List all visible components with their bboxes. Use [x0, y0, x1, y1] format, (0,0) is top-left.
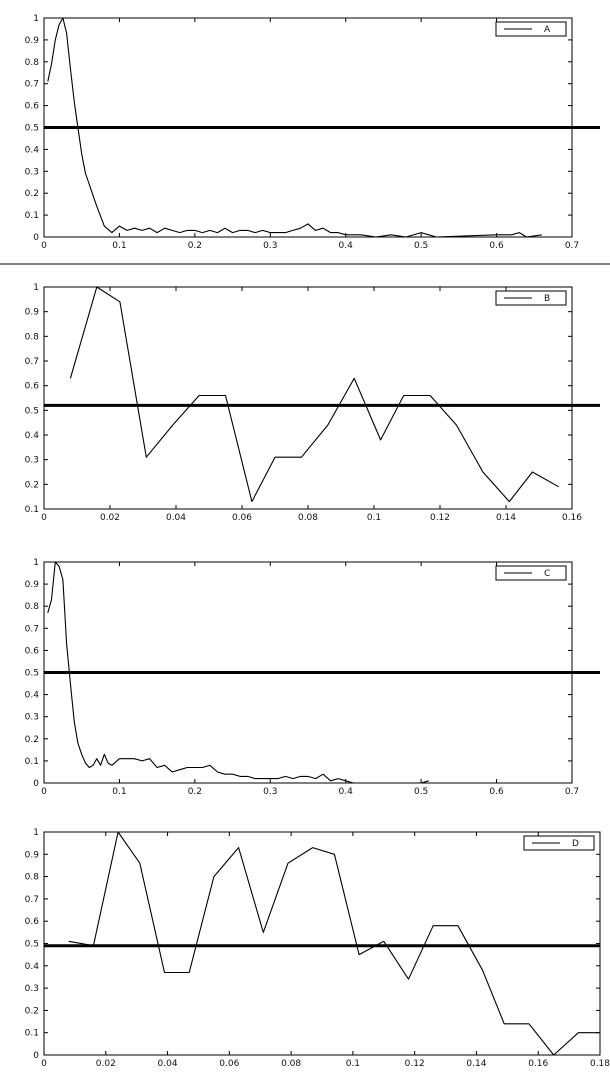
x-tick-label: 0.16 — [528, 1059, 548, 1069]
legend-label: C — [544, 569, 550, 579]
x-tick-label: 0 — [41, 787, 47, 797]
x-tick-label: 0.04 — [166, 513, 186, 523]
x-tick-label: 0.1 — [112, 787, 126, 797]
x-tick-label: 0 — [41, 241, 47, 251]
y-tick-label: 0.8 — [25, 873, 40, 883]
y-tick-label: 0 — [33, 1051, 39, 1061]
legend-label: A — [544, 25, 551, 35]
y-tick-label: 0 — [33, 779, 39, 789]
x-tick-label: 0.04 — [158, 1059, 178, 1069]
y-tick-label: 0.1 — [25, 505, 39, 515]
y-tick-label: 0.6 — [25, 646, 40, 656]
y-tick-label: 0.6 — [25, 382, 40, 392]
y-tick-label: 0.6 — [25, 102, 40, 112]
y-tick-label: 0.9 — [25, 580, 40, 590]
x-tick-label: 0.02 — [100, 513, 120, 523]
y-tick-label: 0.3 — [25, 984, 39, 994]
y-tick-label: 0.2 — [25, 480, 39, 490]
y-tick-label: 0.9 — [25, 36, 40, 46]
x-tick-label: 0.14 — [496, 513, 516, 523]
y-tick-label: 0.3 — [25, 456, 39, 466]
series-line-C — [47, 561, 429, 784]
x-tick-label: 0.06 — [232, 513, 252, 523]
chart-panel-3: 0 0.1 0.2 0.3 0.4 0.5 0.6 0.7 0.8 0.9 1 0 0.1 0.2 0.3 0… — [25, 558, 600, 797]
y-tick-label: 0.6 — [25, 917, 40, 927]
y-tick-label: 0.8 — [25, 58, 40, 68]
y-tick-label: 0.7 — [25, 357, 39, 367]
y-tick-label: 0.4 — [25, 431, 40, 441]
y-tick-label: 0.4 — [25, 962, 40, 972]
y-tick-label: 0.5 — [25, 669, 39, 679]
y-tick-label: 0.7 — [25, 895, 39, 905]
x-tick-label: 0.4 — [339, 241, 354, 251]
y-tick-label: 0.5 — [25, 124, 39, 134]
y-tick-label: 0.7 — [25, 80, 39, 90]
series-line-D — [68, 831, 600, 1056]
chart-panel-2: 0.1 0.2 0.3 0.4 0.5 0.6 0.7 0.8 0.9 1 0 0.02 0.04 0.0… — [25, 283, 600, 523]
x-tick-label: 0.18 — [590, 1059, 610, 1069]
y-tick-label: 0.9 — [25, 850, 40, 860]
x-tick-label: 0.16 — [562, 513, 582, 523]
x-tick-label: 0.06 — [219, 1059, 239, 1069]
y-tick-label: 0.4 — [25, 145, 40, 155]
y-tick-label: 0.8 — [25, 602, 40, 612]
chart-panel-4: 0 0.1 0.2 0.3 0.4 0.5 0.6 0.7 0.8 0.9 1 0 0.02 0.04 0.… — [25, 828, 610, 1069]
series-line-B — [69, 286, 560, 503]
y-tick-label: 0.3 — [25, 713, 39, 723]
x-tick-label: 0.6 — [489, 241, 504, 251]
y-tick-label: 0.2 — [25, 735, 39, 745]
x-tick-label: 0.5 — [414, 787, 428, 797]
x-tick-label: 0.14 — [466, 1059, 486, 1069]
x-tick-label: 0.1 — [367, 513, 381, 523]
x-tick-label: 0.08 — [298, 513, 318, 523]
x-tick-label: 0.02 — [96, 1059, 116, 1069]
x-tick-label: 0.1 — [346, 1059, 360, 1069]
x-tick-label: 0.3 — [263, 241, 277, 251]
x-tick-label: 0.7 — [565, 787, 579, 797]
y-tick-label: 0.3 — [25, 167, 39, 177]
x-tick-label: 0.2 — [188, 787, 202, 797]
y-tick-label: 0.5 — [25, 940, 39, 950]
chart-panel-1: 0 0.1 0.2 0.3 0.4 0.5 0.6 0.7 0.8 0.9 1 0 0.1 0.2 0.3 0… — [25, 14, 600, 251]
legend-label: D — [572, 839, 579, 849]
x-tick-label: 0.3 — [263, 787, 277, 797]
series-line-A — [47, 17, 542, 238]
x-tick-label: 0.4 — [339, 787, 354, 797]
y-tick-label: 0.2 — [25, 1006, 39, 1016]
y-tick-label: 0 — [33, 233, 39, 243]
y-tick-label: 0.2 — [25, 189, 39, 199]
x-tick-label: 0.08 — [281, 1059, 301, 1069]
x-tick-label: 0 — [41, 513, 47, 523]
x-tick-label: 0.5 — [414, 241, 428, 251]
y-tick-label: 1 — [33, 14, 39, 24]
y-tick-label: 0.1 — [25, 1029, 39, 1039]
y-tick-label: 1 — [33, 283, 39, 293]
plot-frame — [43, 831, 601, 1056]
x-tick-label: 0.12 — [405, 1059, 425, 1069]
legend-label: B — [544, 294, 550, 304]
y-tick-label: 0.5 — [25, 406, 39, 416]
y-tick-label: 1 — [33, 558, 39, 568]
x-tick-label: 0 — [41, 1059, 47, 1069]
y-tick-label: 0.9 — [25, 308, 40, 318]
x-tick-label: 0.1 — [112, 241, 126, 251]
y-tick-label: 1 — [33, 828, 39, 838]
y-tick-label: 0.1 — [25, 757, 39, 767]
y-tick-label: 0.7 — [25, 624, 39, 634]
y-tick-label: 0.8 — [25, 332, 40, 342]
y-tick-label: 0.4 — [25, 691, 40, 701]
x-tick-label: 0.6 — [489, 787, 504, 797]
y-tick-label: 0.1 — [25, 211, 39, 221]
x-tick-label: 0.2 — [188, 241, 202, 251]
x-tick-label: 0.7 — [565, 241, 579, 251]
x-tick-label: 0.12 — [430, 513, 450, 523]
